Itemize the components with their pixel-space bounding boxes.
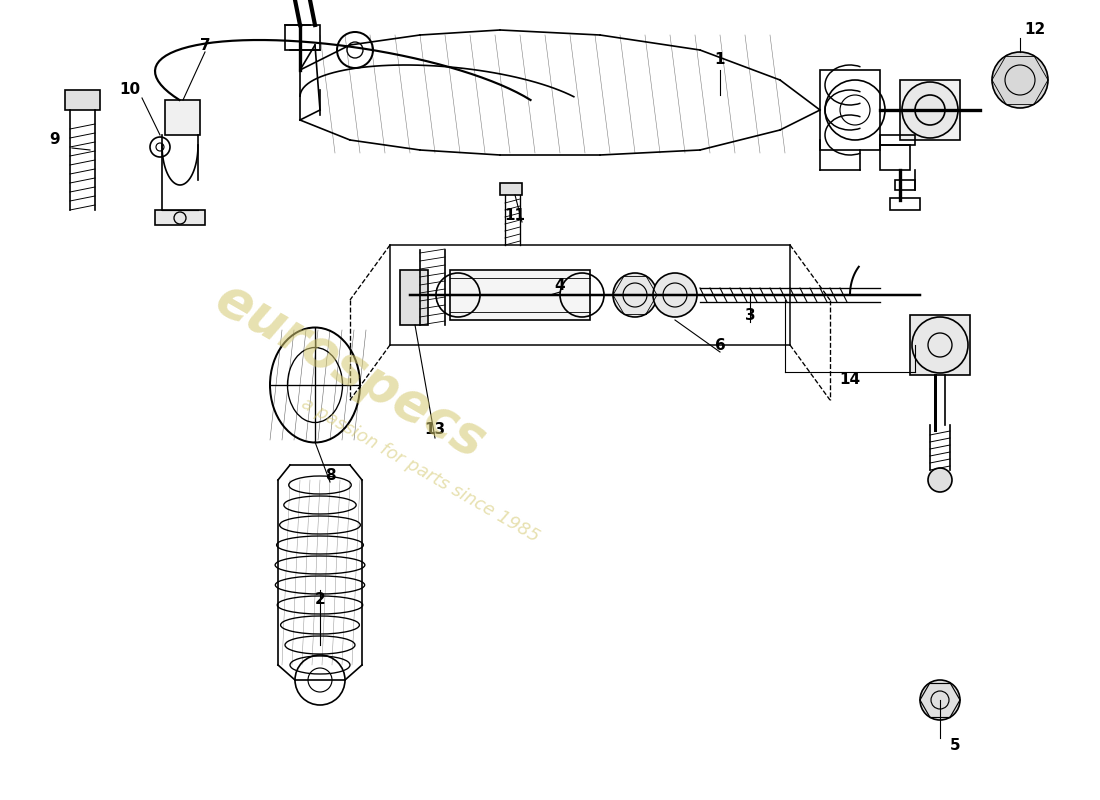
Bar [880, 145, 910, 170]
Text: 5: 5 [949, 738, 960, 753]
Circle shape [928, 468, 952, 492]
Circle shape [613, 273, 657, 317]
Text: a passion for parts since 1985: a passion for parts since 1985 [298, 394, 542, 546]
Circle shape [902, 82, 958, 138]
Text: 11: 11 [505, 207, 526, 222]
Text: 4: 4 [554, 278, 565, 293]
Bar [895, 180, 915, 190]
Text: 3: 3 [745, 307, 756, 322]
Text: 7: 7 [200, 38, 210, 53]
Bar [155, 210, 205, 225]
Bar [165, 100, 200, 135]
Circle shape [653, 273, 697, 317]
Bar [820, 70, 880, 150]
Text: 1: 1 [715, 53, 725, 67]
Bar [910, 315, 970, 375]
Text: 14: 14 [839, 373, 860, 387]
Text: 12: 12 [1024, 22, 1046, 38]
Bar [900, 80, 960, 140]
Bar [880, 135, 915, 145]
Circle shape [920, 680, 960, 720]
Circle shape [992, 52, 1048, 108]
Bar [65, 90, 100, 110]
Bar [890, 198, 920, 210]
Text: 10: 10 [120, 82, 141, 98]
Text: 6: 6 [715, 338, 725, 353]
Bar [450, 270, 590, 320]
Text: 2: 2 [315, 593, 326, 607]
Bar [500, 183, 522, 195]
Text: 13: 13 [425, 422, 446, 438]
Text: eurospecs: eurospecs [206, 272, 494, 468]
Bar [400, 270, 428, 325]
Bar [285, 25, 320, 50]
Text: 8: 8 [324, 467, 336, 482]
Text: 9: 9 [50, 133, 60, 147]
